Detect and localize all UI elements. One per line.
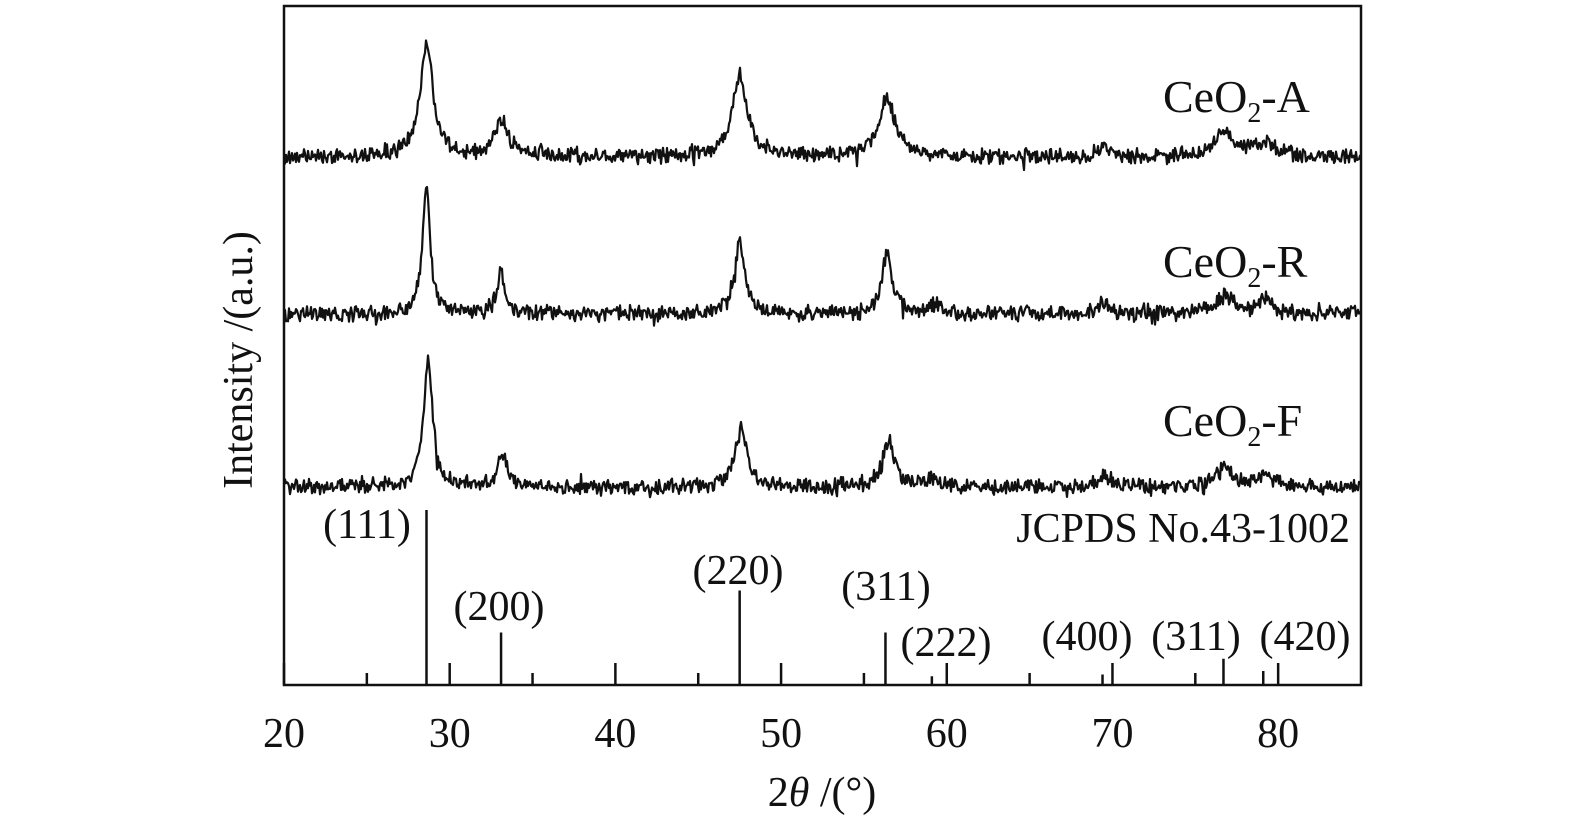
x-tick-label: 50 [760, 711, 802, 757]
x-tick-label: 30 [429, 711, 471, 757]
series-line [283, 185, 1362, 327]
hkl-label: (222) [901, 620, 992, 666]
series-label-sub: 2 [1247, 263, 1261, 294]
x-axis-label-suffix: /(°) [809, 770, 876, 816]
hkl-label: (311) [1151, 614, 1240, 660]
series-label-base: CeO [1163, 71, 1247, 122]
series-line [282, 354, 1363, 499]
y-axis-label: Intensity /(a.u.) [216, 231, 262, 489]
x-axis-ticks [282, 663, 1280, 685]
series-label-suffix: -R [1261, 236, 1307, 287]
series-label-suffix: -F [1261, 395, 1302, 446]
series-label-sub: 2 [1247, 98, 1261, 129]
x-tick-label: 40 [594, 711, 636, 757]
series-label-suffix: -A [1261, 71, 1310, 122]
hkl-label: (220) [693, 548, 784, 594]
x-axis-tick-labels: 20 30 40 50 60 70 80 [263, 711, 1299, 757]
x-tick-label: 60 [926, 711, 968, 757]
x-axis-label-theta: θ [789, 770, 810, 816]
hkl-label: (420) [1260, 614, 1351, 660]
hkl-label: (400) [1042, 614, 1133, 660]
series-label-base: CeO [1163, 236, 1247, 287]
series-label: CeO2-R [1163, 236, 1308, 294]
x-axis-label-prefix: 2 [768, 770, 789, 816]
hkl-label: (311) [841, 564, 930, 610]
reference-lines: (111) (200) (220) (311) (222) (400) (311) (420) [323, 502, 1350, 685]
series-line [282, 39, 1363, 172]
series-label-sub: 2 [1247, 422, 1261, 453]
series-layer [282, 39, 1363, 499]
x-tick-label: 70 [1091, 711, 1133, 757]
series-label: CeO2-A [1163, 71, 1310, 129]
x-tick-label: 80 [1257, 711, 1299, 757]
reference-label: JCPDS No.43-1002 [1016, 506, 1350, 552]
series-label: CeO2-F [1163, 395, 1302, 453]
x-axis-label: 2θ /(°) [768, 770, 877, 816]
series-label-base: CeO [1163, 395, 1247, 446]
hkl-label: (111) [323, 502, 411, 548]
plot-frame [282, 4, 1363, 687]
hkl-label: (200) [454, 584, 545, 630]
x-tick-label: 20 [263, 711, 305, 757]
